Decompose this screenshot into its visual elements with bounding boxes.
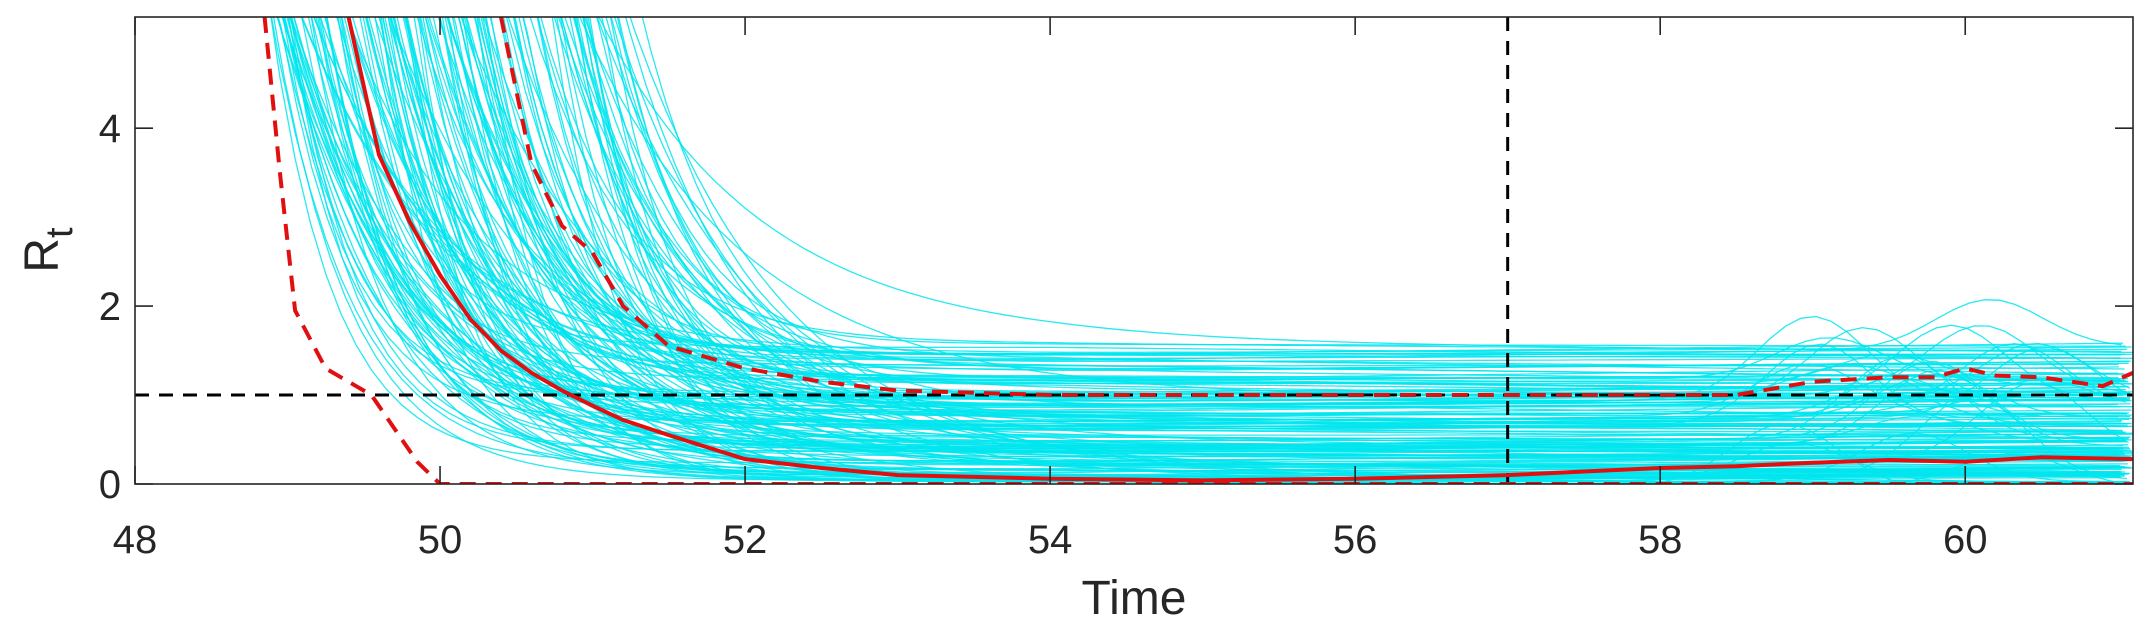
y-axis-label: Rt	[16, 227, 81, 273]
sample-trajectory	[474, 17, 2126, 433]
sample-trajectory	[288, 17, 2127, 452]
sample-trajectory	[416, 17, 2121, 363]
sample-trajectory	[476, 17, 2133, 462]
sample-trajectory	[389, 17, 2119, 385]
ticks: 48 50 52 54 56 58 60 0 2 4	[99, 17, 2133, 562]
x-tick-label: 50	[418, 518, 463, 562]
reference-lines	[135, 17, 2133, 484]
sample-trajectory	[560, 17, 2119, 379]
axes-box	[134, 16, 2134, 485]
x-tick-label: 60	[1943, 518, 1988, 562]
y-tick-label: 2	[99, 285, 121, 329]
x-tick-label: 54	[1028, 518, 1073, 562]
sample-trajectory	[417, 17, 2123, 476]
sample-trajectory	[569, 17, 2120, 402]
sample-trajectory	[457, 17, 2125, 442]
sample-trajectory	[446, 17, 2131, 421]
sample-trajectory	[465, 17, 2124, 406]
sample-trajectory	[577, 17, 2125, 468]
sample-trajectory	[396, 17, 2126, 382]
summary-series	[262, 17, 2133, 484]
sample-trajectory	[404, 17, 2119, 422]
y-tick-label: 4	[99, 107, 121, 151]
sample-trajectory	[378, 17, 2122, 426]
x-tick-label: 56	[1333, 518, 1378, 562]
sample-trajectory	[380, 17, 2131, 476]
series-median	[346, 17, 2133, 483]
sample-trajectory	[318, 17, 2133, 408]
y-axis-label-main: R	[16, 238, 69, 273]
sample-trajectory	[540, 17, 2122, 353]
x-axis-label: Time	[1082, 572, 1187, 624]
series-upper-bound	[499, 17, 2133, 397]
sample-trajectory	[553, 17, 2132, 427]
sample-trajectory	[505, 17, 2127, 356]
x-tick-label: 48	[113, 518, 158, 562]
sample-trajectory	[289, 17, 2129, 462]
sample-trajectory	[325, 17, 2133, 450]
y-tick-label: 0	[99, 463, 121, 507]
sample-trajectory	[392, 17, 2125, 484]
x-tick-label: 52	[723, 518, 768, 562]
y-axis-label-subscript: t	[39, 227, 81, 238]
sample-trajectory	[319, 17, 2123, 355]
sample-trajectory	[307, 17, 2133, 397]
sample-trajectory	[424, 17, 2132, 360]
sample-trajectory	[365, 17, 2132, 425]
sample-trajectory	[336, 17, 2131, 394]
x-tick-label: 58	[1638, 518, 1683, 562]
sample-trajectory	[290, 17, 2128, 427]
sample-trajectory	[616, 17, 2120, 380]
sample-trajectory	[485, 17, 2125, 370]
sample-trajectory	[625, 17, 2125, 462]
sample-trajectory	[422, 17, 2123, 452]
sample-trajectory	[402, 17, 2132, 451]
sample-trajectory	[413, 17, 2133, 479]
sample-trajectory	[313, 17, 2131, 371]
sample-trajectory	[374, 17, 2129, 397]
sample-trajectory	[463, 17, 2120, 408]
sample-trajectory	[458, 17, 2129, 388]
sample-trajectory	[347, 17, 2129, 370]
